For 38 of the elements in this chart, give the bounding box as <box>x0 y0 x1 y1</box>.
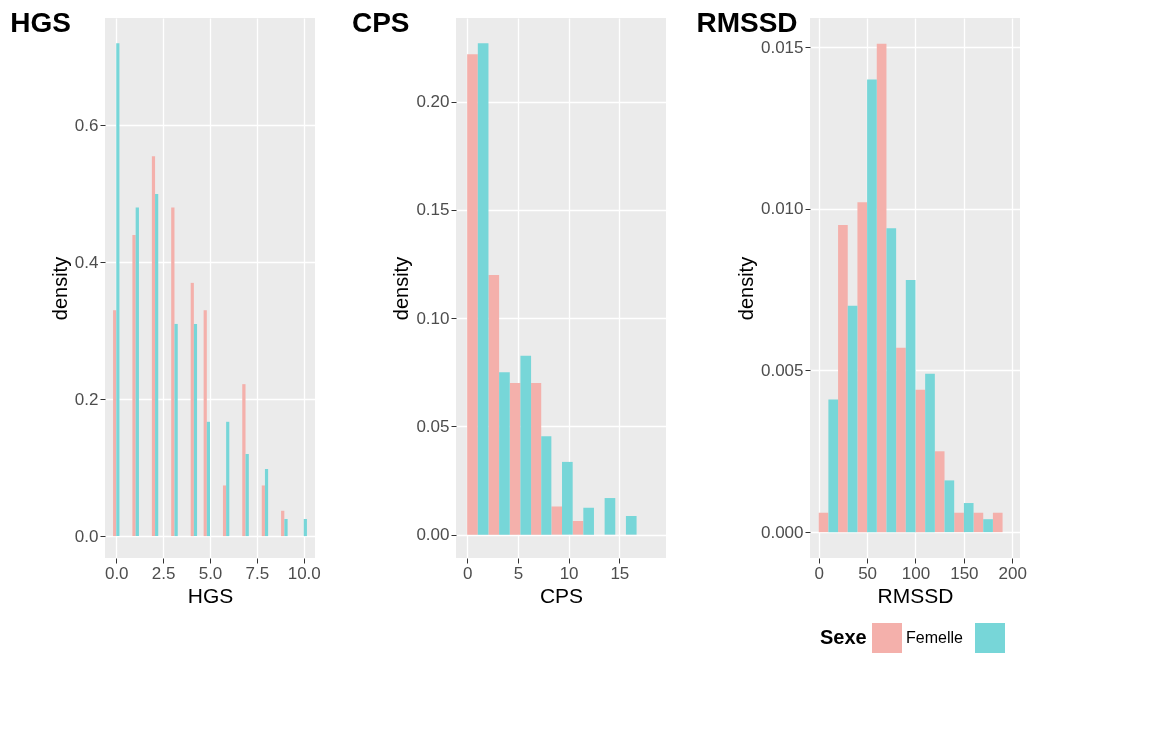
y-tick-label: 0.6 <box>74 115 99 135</box>
x-tick-label: 50 <box>858 563 878 583</box>
y-tick-label: 0.0 <box>74 526 99 546</box>
x-tick-label: 0.0 <box>104 563 129 583</box>
x-tick-label: 10.0 <box>287 563 321 583</box>
y-tick-label: 0.010 <box>760 199 804 219</box>
x-tick-label: 2.5 <box>151 563 176 583</box>
y-tick-label: 0.4 <box>74 252 99 272</box>
y-tick-label: 0.20 <box>416 92 450 112</box>
chart-title: RMSSD <box>696 7 798 38</box>
y-axis-title: density <box>734 256 757 321</box>
x-tick-label: 100 <box>901 563 931 583</box>
x-tick-label: 5.0 <box>198 563 223 583</box>
legend-label: Femelle <box>906 629 964 646</box>
x-axis-title: CPS <box>539 583 584 607</box>
chart-title: CPS <box>351 7 410 38</box>
chart-title: HGS <box>10 7 72 38</box>
y-tick-label: 0.015 <box>760 37 804 57</box>
x-axis-title: RMSSD <box>877 583 954 607</box>
y-tick-label: 0.00 <box>416 525 450 545</box>
y-axis-title: density <box>48 256 71 321</box>
y-tick-label: 0.2 <box>74 389 99 409</box>
x-tick-label: 7.5 <box>245 563 270 583</box>
x-tick-label: 5 <box>513 563 524 583</box>
x-tick-label: 0 <box>814 563 824 583</box>
y-tick-label: 0.005 <box>760 360 804 380</box>
x-tick-label: 200 <box>998 563 1027 583</box>
x-tick-label: 10 <box>559 563 579 583</box>
y-axis-title: density <box>390 256 413 321</box>
y-tick-label: 0.10 <box>416 308 450 328</box>
y-tick-label: 0.05 <box>416 416 450 436</box>
legend-title: Sexe <box>820 626 867 648</box>
x-tick-label: 150 <box>950 563 979 583</box>
y-tick-label: 0.000 <box>760 522 804 542</box>
x-tick-label: 0 <box>462 563 473 583</box>
y-tick-label: 0.15 <box>416 200 450 220</box>
x-axis-title: HGS <box>187 583 234 607</box>
x-tick-label: 15 <box>610 563 630 583</box>
